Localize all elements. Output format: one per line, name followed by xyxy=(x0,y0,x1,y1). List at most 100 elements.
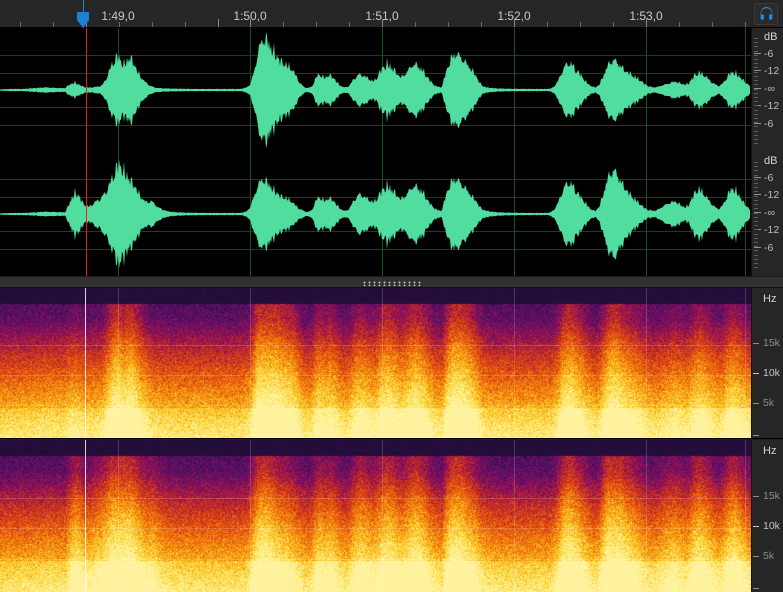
waveform-gridline-h xyxy=(0,179,751,181)
track-2-waveform[interactable] xyxy=(0,152,751,276)
track-1-spectrogram[interactable] xyxy=(0,288,751,438)
db-tick-minor xyxy=(754,46,758,48)
db-tick-minor xyxy=(754,122,758,124)
timeline-tick-minor xyxy=(481,22,482,27)
spectrogram-gridline-h xyxy=(0,497,751,499)
timeline-label: 1:50,0 xyxy=(233,9,267,23)
hz-tick-row: 5k xyxy=(752,550,783,563)
db-scale-1[interactable]: dB -6 -12 -∞ -12 -6 xyxy=(751,28,783,152)
timeline-tick-major xyxy=(514,19,515,27)
db-tick-minor xyxy=(754,101,758,103)
db-tick-label: -∞ xyxy=(764,206,775,219)
timeline-tick-minor xyxy=(679,22,680,27)
timeline-label: 1:53,0 xyxy=(629,9,663,23)
timeline-tick-minor xyxy=(712,22,713,27)
hz-tick-row: 15k xyxy=(752,337,783,349)
spectrogram-gridline-v xyxy=(745,440,746,592)
db-tick-label: -12 xyxy=(764,189,780,202)
db-scale-2[interactable]: dB -6 -12 -∞ -12 -6 xyxy=(751,152,783,276)
db-tick-label: -6 xyxy=(764,48,774,61)
db-tick-minor xyxy=(754,212,758,214)
timeline-tick-minor xyxy=(20,22,21,27)
hz-tick-mark xyxy=(753,526,759,528)
db-tick-row: -6 xyxy=(752,48,783,61)
db-tick-minor xyxy=(754,233,758,235)
timeline-tick-minor xyxy=(349,22,350,27)
spectrogram-canvas-2 xyxy=(0,440,751,592)
db-tick-mark xyxy=(754,211,761,213)
timeline-tick-minor xyxy=(745,22,746,27)
db-tick-minor xyxy=(754,229,758,231)
spectrogram-canvas-1 xyxy=(0,288,751,438)
db-tick-minor xyxy=(754,139,758,141)
hz-scale-1[interactable]: Hz 15k 10k 5k xyxy=(751,288,783,438)
db-tick-row: -6 xyxy=(752,172,783,185)
timeline-tick-minor xyxy=(53,22,54,27)
drag-grip-icon[interactable] xyxy=(361,280,422,286)
spectrogram-gridline-v xyxy=(646,288,647,438)
db-tick-minor xyxy=(754,199,758,201)
waveform-gridline-h xyxy=(0,107,751,109)
waveform-path xyxy=(0,31,750,149)
db-tick-minor xyxy=(754,195,758,197)
hz-unit-label-1: Hz xyxy=(763,293,777,305)
db-tick-minor xyxy=(754,67,758,69)
spectrogram-gridline-h xyxy=(0,375,751,376)
timeline-tick-minor xyxy=(283,22,284,27)
timeline-label: 1:52,0 xyxy=(497,9,531,23)
db-tick-mark xyxy=(754,53,761,55)
hz-tick-label: 5k xyxy=(763,397,775,409)
timeline-tick-minor xyxy=(185,22,186,27)
timeline-tick-minor xyxy=(119,22,120,27)
hz-tick-row: 15k xyxy=(752,490,783,502)
panel-splitter[interactable] xyxy=(0,276,783,288)
headphones-button[interactable] xyxy=(754,3,778,25)
waveform-gridline-h xyxy=(0,248,751,250)
db-tick-minor xyxy=(754,242,758,244)
track-2-spectrogram[interactable] xyxy=(0,440,751,592)
db-tick-minor xyxy=(754,250,758,252)
hz-tick-mark xyxy=(753,495,759,497)
hz-tick-label: 5k xyxy=(763,550,775,563)
timeline-tick-minor xyxy=(415,22,416,27)
spectrogram-gridline-v xyxy=(250,440,251,592)
waveform-gridline-h xyxy=(0,231,751,233)
db-tick-row: -∞ xyxy=(752,83,783,95)
hz-unit-label-2: Hz xyxy=(763,445,777,457)
db-tick-minor xyxy=(754,267,758,269)
spectrogram-gridline-v xyxy=(382,288,383,438)
db-tick-minor xyxy=(754,37,758,39)
db-tick-minor xyxy=(754,161,758,163)
db-tick-minor xyxy=(754,113,758,115)
db-tick-minor xyxy=(754,191,758,193)
db-tick-minor xyxy=(754,92,758,94)
db-tick-minor xyxy=(754,84,758,86)
db-tick-label: -12 xyxy=(764,100,780,113)
db-tick-label: -6 xyxy=(764,172,774,185)
waveform-gridline-h xyxy=(0,196,751,198)
hz-scale-2[interactable]: Hz 15k 10k 5k xyxy=(751,440,783,592)
db-tick-minor xyxy=(754,134,758,136)
spectrogram-gridline-h xyxy=(0,558,751,560)
db-tick-minor xyxy=(754,96,758,98)
timeline-ruler[interactable]: 1:49,0 1:50,0 1:51,0 1:52,0 1:53,0 xyxy=(0,0,751,28)
db-tick-minor xyxy=(754,178,758,180)
track-1-waveform[interactable] xyxy=(0,28,751,152)
hz-tick-label: 10k xyxy=(763,520,780,533)
hz-tick-row xyxy=(752,431,783,439)
hz-tick-mark xyxy=(753,403,759,404)
edit-cursor-spectrogram xyxy=(85,440,86,592)
db-tick-minor xyxy=(754,59,758,60)
playhead-handle[interactable] xyxy=(76,12,91,28)
db-tick-minor xyxy=(754,183,758,184)
db-tick-label: -6 xyxy=(764,117,774,130)
spectrogram-separator xyxy=(0,438,783,439)
db-tick-row: -12 xyxy=(752,189,783,202)
db-tick-minor xyxy=(754,143,758,145)
db-unit-label-2: dB xyxy=(764,155,778,167)
spectrogram-gridline-v xyxy=(514,288,515,438)
waveform-path xyxy=(0,159,750,269)
db-tick-minor xyxy=(754,204,758,206)
timeline-tick-major xyxy=(646,19,647,27)
